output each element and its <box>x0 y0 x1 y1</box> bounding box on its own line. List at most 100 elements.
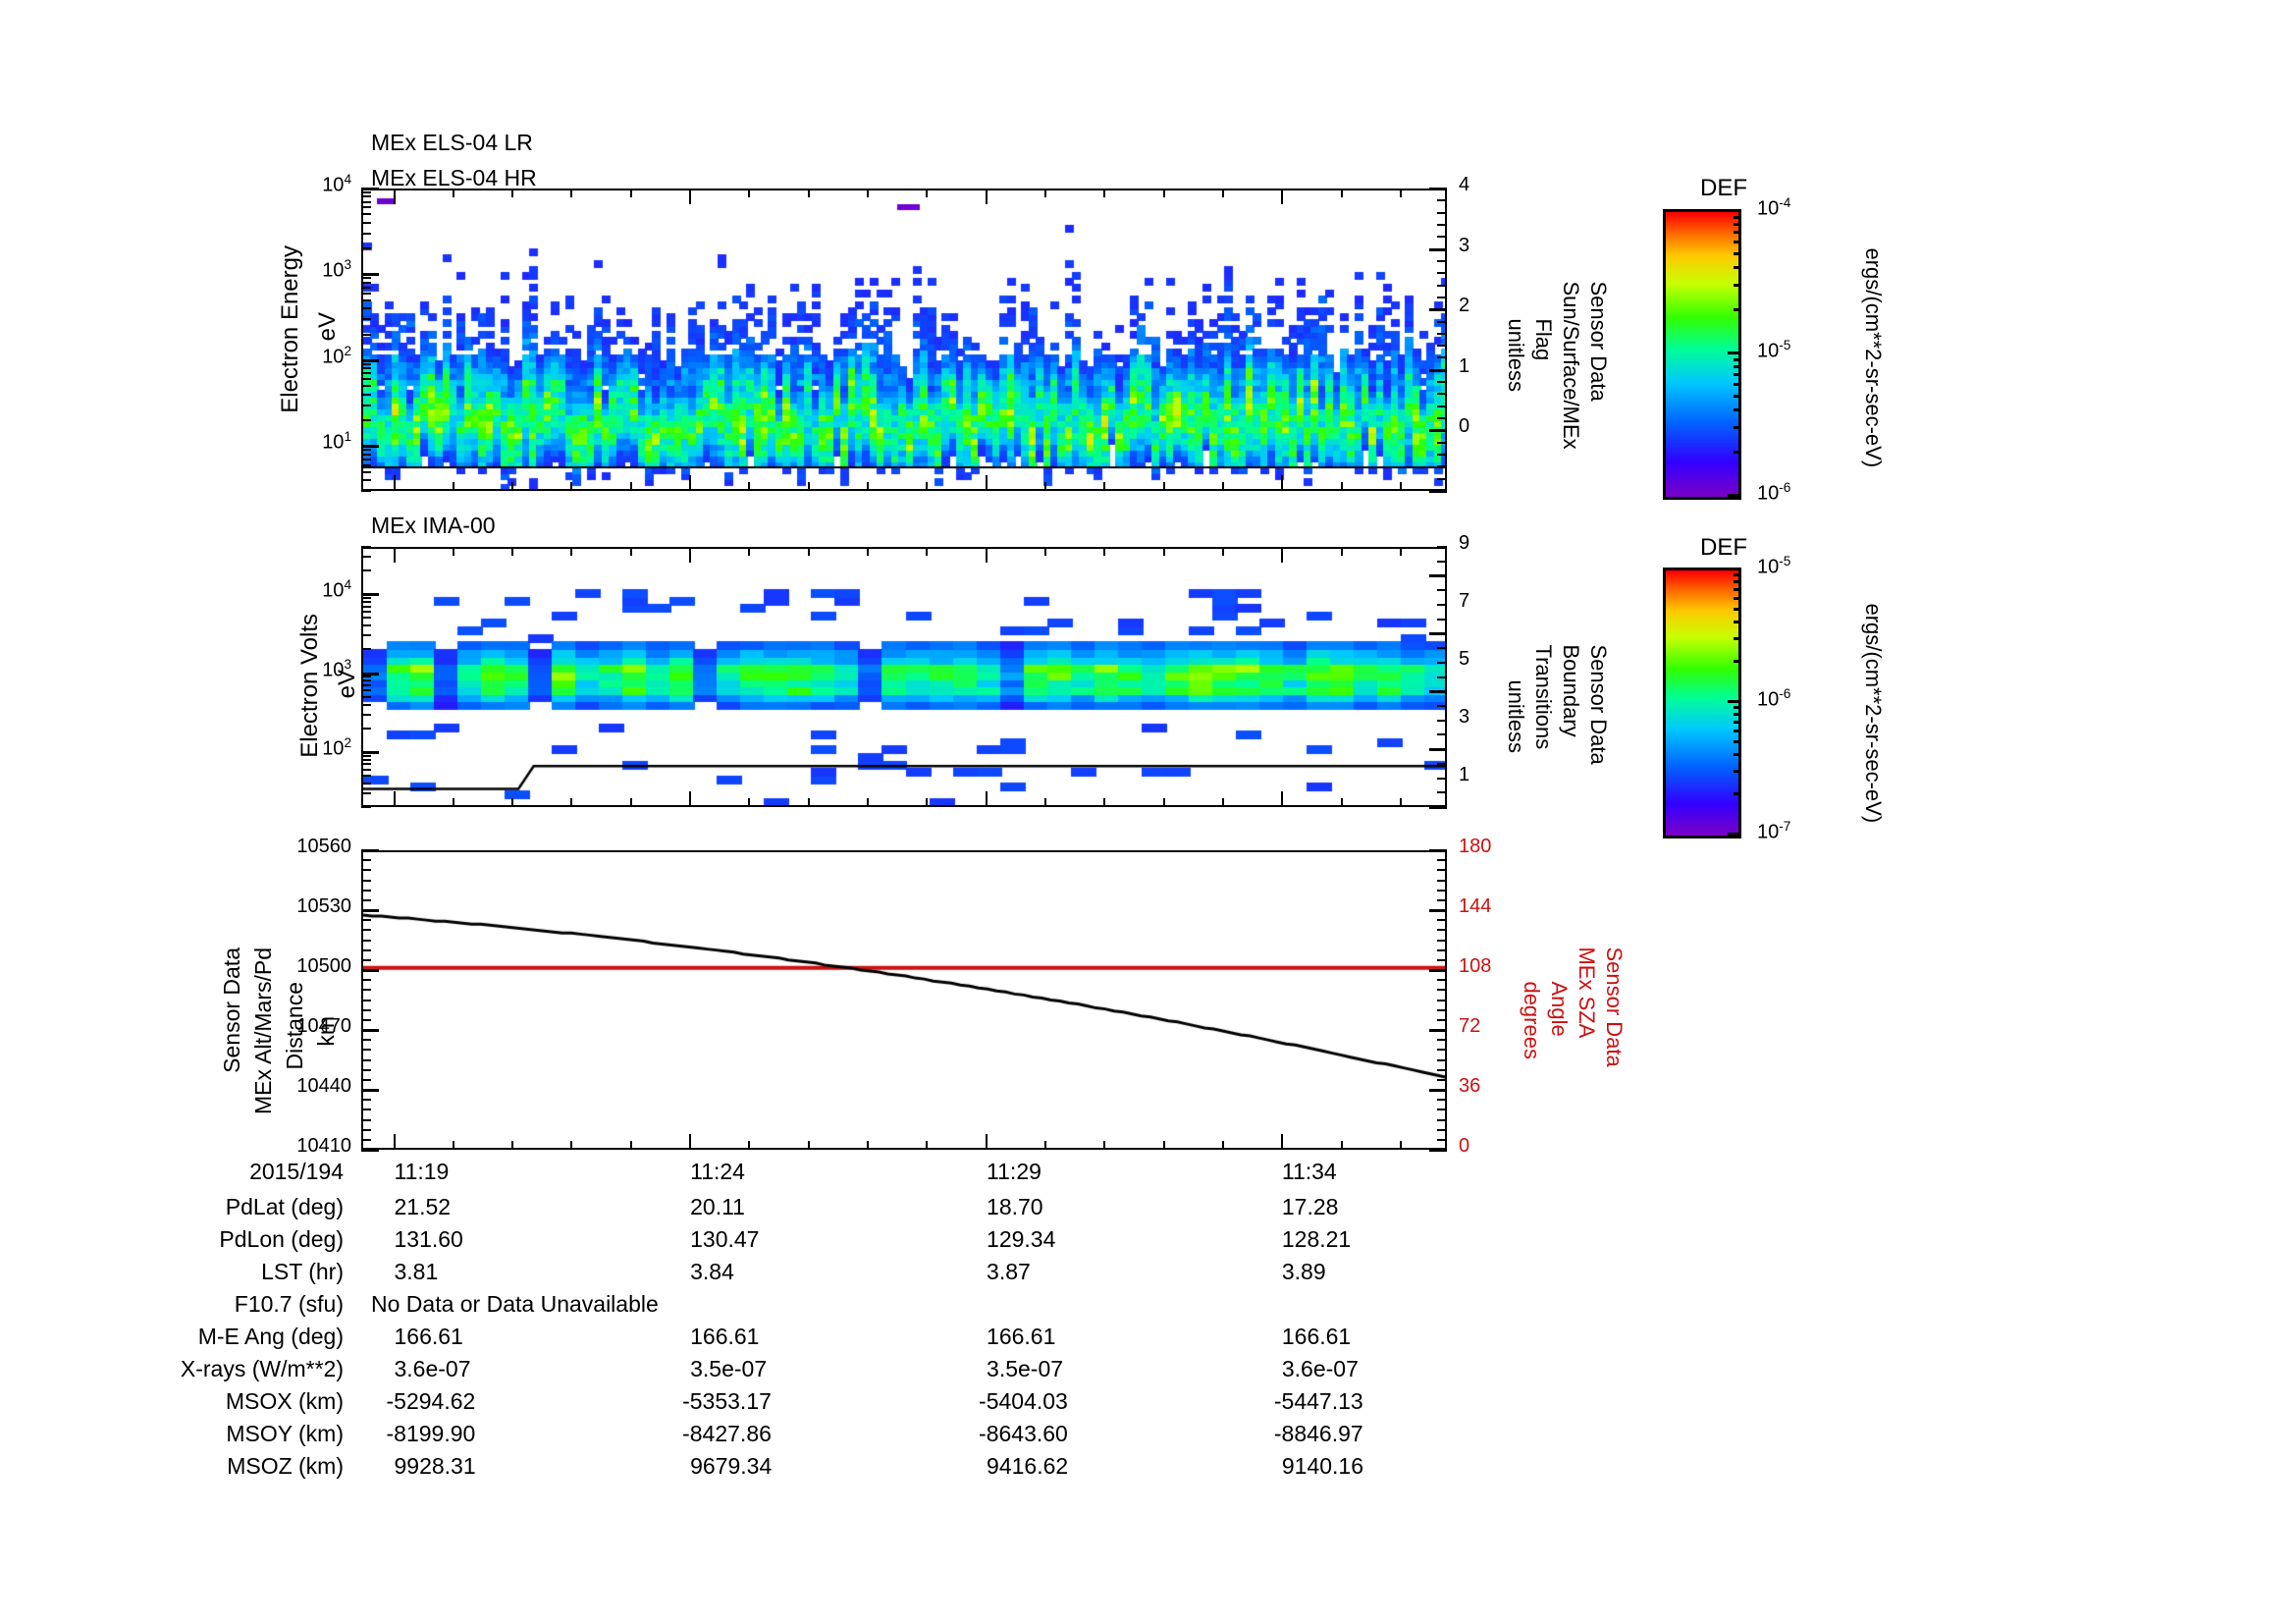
panel2-y2-tick <box>1437 791 1447 793</box>
table-cell-value: 166.61 <box>690 1324 760 1349</box>
colorbar1-tick <box>1734 451 1741 454</box>
panel1-y-tick <box>361 299 371 301</box>
panel3-y-tick <box>361 969 379 972</box>
panel2-title: MEx IMA-00 <box>371 513 496 538</box>
panel2-y2-tick <box>1429 806 1447 809</box>
colorbar2-title: DEF <box>1700 534 1747 561</box>
panel3-y-label: 10470 <box>296 1015 351 1037</box>
panel-x-tick-top <box>511 547 513 556</box>
panel-x-tick-bottom <box>1222 482 1224 491</box>
panel3-y2-tick <box>1437 1079 1447 1081</box>
panel3-y-label: 10440 <box>296 1075 351 1097</box>
panel-x-tick-top <box>1341 189 1343 197</box>
panel-x-tick-bottom <box>867 798 869 807</box>
panel3-y2-tick <box>1429 1149 1447 1152</box>
panel3-x-tick <box>511 1141 513 1150</box>
table-cell-value: 3.5e-07 <box>987 1356 1064 1381</box>
panel2-y-tick <box>361 689 371 691</box>
panel-x-tick-bottom <box>394 475 396 491</box>
panel-x-tick-bottom <box>1400 482 1402 491</box>
panel1-y-tick <box>361 213 371 215</box>
panel1-y-tick <box>361 405 371 406</box>
panel3-y-tick <box>361 880 371 882</box>
panel-x-tick-bottom <box>630 798 632 807</box>
panel2-y2-tick <box>1429 632 1447 635</box>
panel2-y-tick <box>361 769 371 771</box>
cb1-gradient <box>1666 212 1738 497</box>
panel-x-tick-bottom <box>1163 798 1165 807</box>
panel-x-tick-bottom <box>1163 482 1165 491</box>
panel1-y2-tick <box>1437 260 1447 262</box>
panel1-y-tick <box>361 191 371 193</box>
colorbar2-tick <box>1734 597 1741 600</box>
panel1-y-tick <box>361 471 371 473</box>
panel-x-tick-bottom <box>748 798 750 807</box>
colorbar1-max: 10-4 <box>1757 195 1791 220</box>
panel2-y2-tick <box>1437 647 1447 649</box>
panel2-plot-area[interactable] <box>361 547 1447 807</box>
panel-x-tick-top <box>1103 189 1105 197</box>
panel3-y2-tick <box>1437 880 1447 882</box>
panel3-y-tick <box>361 1000 371 1001</box>
panel1-y2-tick <box>1437 345 1447 347</box>
panel2-y-tick <box>361 676 371 677</box>
panel3-x-tick <box>570 1141 572 1150</box>
panel3-y2-tick <box>1437 1069 1447 1071</box>
table-cell-value: 17.28 <box>1281 1194 1339 1219</box>
panel3-y2-label: 0 <box>1459 1135 1470 1157</box>
panel2-y2-tick <box>1437 589 1447 591</box>
colorbar1-tick <box>1734 408 1741 411</box>
panel2-y-tick <box>361 624 371 626</box>
panel-x-tick-bottom <box>630 482 632 491</box>
panel3-y2-tick <box>1437 1139 1447 1141</box>
panel1-y-tick <box>361 206 371 208</box>
colorbar1-tick <box>1734 284 1741 287</box>
colorbar2-tick <box>1734 637 1741 640</box>
panel-x-tick-top <box>926 547 928 556</box>
panel3-y-tick <box>361 949 371 951</box>
panel3-y2-tick <box>1437 1019 1447 1021</box>
panel3-x-tick <box>630 1141 632 1150</box>
table-cell-value: 3.5e-07 <box>690 1356 768 1381</box>
panel1-y-tick <box>361 385 371 387</box>
colorbar1 <box>1663 209 1741 500</box>
panel3-y-tick <box>361 899 371 901</box>
colorbar2-unit: ergs/(cm**2-sr-sec-eV) <box>1861 603 1887 824</box>
table-row-label: LST (hr) <box>261 1259 344 1284</box>
panel1-y-tick <box>361 307 371 309</box>
panel1-y-tick <box>361 479 371 481</box>
colorbar1-tick <box>1734 252 1741 255</box>
panel1-y-tick <box>361 394 371 396</box>
panel2-y-tick <box>361 728 371 730</box>
colorbar1-tick <box>1734 241 1741 243</box>
table-cell-value: -5353.17 <box>682 1388 772 1414</box>
panel1-y2-tick <box>1437 478 1447 480</box>
panel-x-tick-top <box>570 547 572 556</box>
colorbar2 <box>1663 568 1741 839</box>
table-row-label: MSOY (km) <box>226 1421 344 1446</box>
panel-x-tick-top <box>867 547 869 556</box>
panel1-plot-area[interactable] <box>361 189 1447 491</box>
colorbar2-tick <box>1734 753 1741 756</box>
panel2-y2-label: 1 <box>1459 763 1470 785</box>
panel1-y2-tick <box>1437 212 1447 214</box>
panel2-y-tick <box>361 673 379 676</box>
panel3-y2-tick <box>1437 1109 1447 1110</box>
table-cell-value: 9140.16 <box>1281 1453 1364 1479</box>
panel-x-tick-top <box>1341 547 1343 556</box>
panel3-y-tick <box>361 919 371 921</box>
panel2-y2-label: 3 <box>1459 705 1470 728</box>
panel-x-tick-bottom <box>511 482 513 491</box>
panel2-y2-tick <box>1429 690 1447 693</box>
panel3-plot-area[interactable] <box>361 850 1447 1150</box>
panel2-y2label: Sensor Data <box>1586 644 1612 765</box>
panel1-y2-tick <box>1429 369 1447 372</box>
colorbar2-tick <box>1734 573 1741 576</box>
panel2-y-tick <box>361 704 371 706</box>
panel-x-tick-bottom <box>570 482 572 491</box>
panel3-y2-tick <box>1437 859 1447 861</box>
table-cell-value: 166.61 <box>1281 1324 1352 1349</box>
panel-x-tick-bottom <box>748 482 750 491</box>
panel1-y2-tick <box>1437 333 1447 335</box>
colorbar1-tick <box>1728 352 1741 354</box>
